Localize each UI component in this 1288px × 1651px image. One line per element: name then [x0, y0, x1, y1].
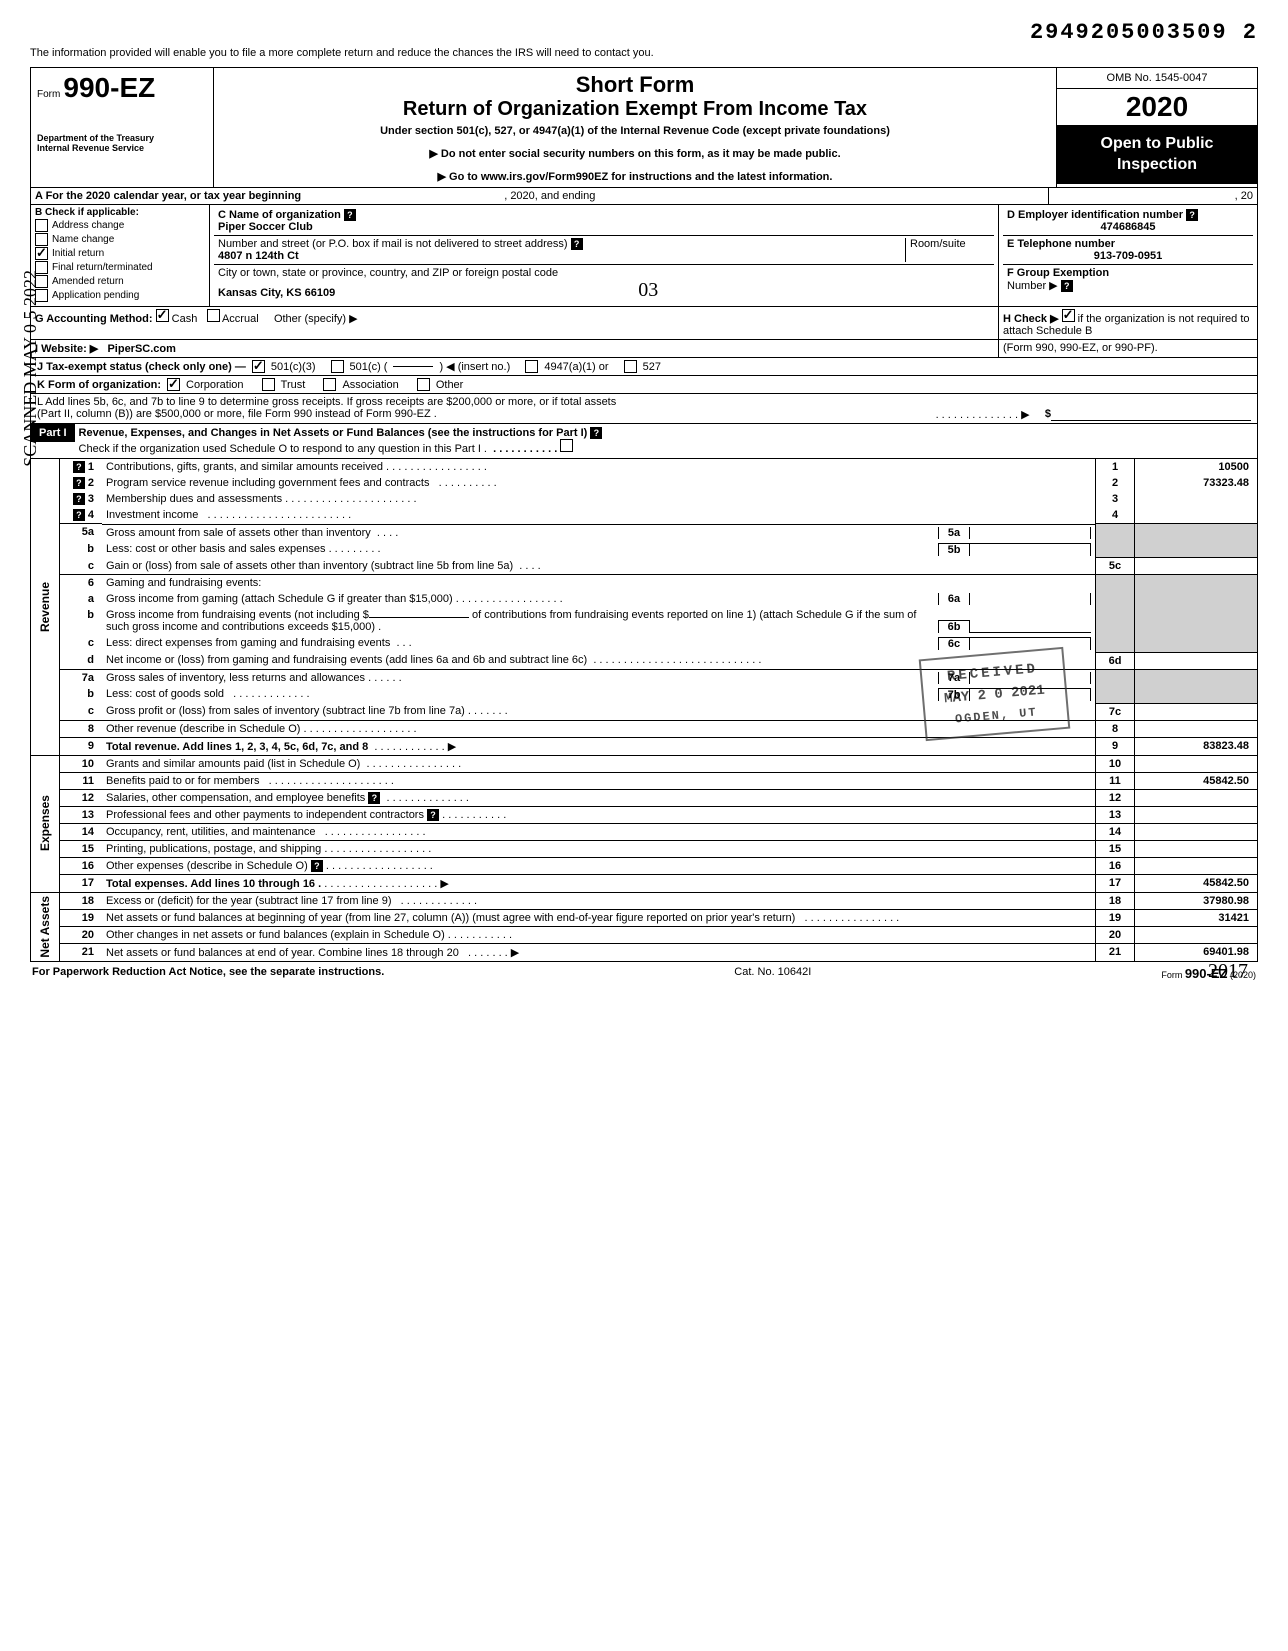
org-city: Kansas City, KS 66109 [218, 287, 335, 299]
help-icon[interactable]: ? [344, 209, 356, 221]
open-public-1: Open to Public [1061, 134, 1253, 155]
short-form-label: Short Form [222, 72, 1048, 98]
cb-amended[interactable] [35, 275, 48, 288]
tax-year: 20202020 [1057, 89, 1257, 126]
org-address: 4807 n 124th Ct [218, 250, 299, 262]
ein-label: D Employer identification number [1007, 209, 1183, 221]
b-label: B Check if applicable: [35, 207, 205, 218]
under-section: Under section 501(c), 527, or 4947(a)(1)… [222, 125, 1048, 137]
ssn-note: ▶ Do not enter social security numbers o… [222, 147, 1048, 160]
room-label: Room/suite [906, 238, 990, 262]
section-b: B Check if applicable: Address change Na… [31, 205, 210, 306]
cb-527[interactable] [624, 360, 637, 373]
cb-schedule-b[interactable] [1062, 309, 1075, 322]
tel-value: 913-709-0951 [1007, 250, 1249, 262]
help-icon[interactable]: ? [590, 427, 602, 439]
org-name: Piper Soccer Club [218, 221, 313, 233]
ein-value: 474686845 [1007, 221, 1249, 233]
line-k: K Form of organization: Corporation Trus… [31, 376, 1257, 394]
header-right-block: OMB No. 1545-0047 20202020 Open to Publi… [1057, 68, 1257, 187]
section-c: C Name of organization ? Piper Soccer Cl… [210, 205, 999, 306]
footer-left: For Paperwork Reduction Act Notice, see … [32, 966, 384, 981]
line-a: A For the 2020 calendar year, or tax yea… [31, 188, 1049, 204]
line-i: I Website: ▶ PiperSC.com [31, 340, 999, 357]
cb-501c3[interactable] [252, 360, 265, 373]
cb-final-return[interactable] [35, 261, 48, 274]
top-note: The information provided will enable you… [30, 47, 1258, 59]
open-public-2: Inspection [1061, 155, 1253, 176]
part-1-title: Revenue, Expenses, and Changes in Net As… [75, 424, 1257, 458]
line-j: J Tax-exempt status (check only one) — 5… [31, 358, 1257, 376]
line-h: H Check ▶ if the organization is not req… [999, 307, 1257, 339]
line-l: L Add lines 5b, 6c, and 7b to line 9 to … [31, 394, 1257, 424]
help-icon[interactable]: ? [1061, 280, 1073, 292]
cb-trust[interactable] [262, 378, 275, 391]
form-prefix: Form [37, 89, 60, 100]
cb-corp[interactable] [167, 378, 180, 391]
help-icon[interactable]: ? [571, 238, 583, 250]
help-icon[interactable]: ? [1186, 209, 1198, 221]
cb-other-org[interactable] [417, 378, 430, 391]
return-title: Return of Organization Exempt From Incom… [222, 98, 1048, 121]
handwritten-03: 03 [638, 279, 658, 301]
footer-cat: Cat. No. 10642I [734, 966, 811, 981]
form-title-block: Short Form Return of Organization Exempt… [214, 68, 1057, 187]
cb-assoc[interactable] [323, 378, 336, 391]
document-id: 29492050035​09 2 [30, 20, 1258, 45]
line-h-note: (Form 990, 990-EZ, or 990-PF). [999, 340, 1257, 357]
form-number: 990-EZ [63, 72, 155, 103]
section-d-e-f: D Employer identification number ? 47468… [999, 205, 1257, 306]
cb-schedule-o[interactable] [560, 439, 573, 452]
form-id-block: Form 990-EZ Department of the Treasury I… [31, 68, 214, 187]
line-g: G Accounting Method: Cash Accrual Other … [31, 307, 999, 339]
cb-cash[interactable] [156, 309, 169, 322]
omb-number: OMB No. 1545-0047 [1057, 68, 1257, 89]
url-note: ▶ Go to www.irs.gov/Form990EZ for instru… [222, 170, 1048, 183]
expenses-label: Expenses [38, 795, 52, 851]
c-name-label: C Name of organization [218, 209, 341, 221]
net-assets-label: Net Assets [38, 896, 52, 958]
line-a-end: , 20 [1049, 188, 1257, 204]
cb-initial-return[interactable] [35, 247, 48, 260]
city-label: City or town, state or province, country… [218, 267, 558, 279]
handwritten-year: 2017 [1208, 960, 1248, 983]
cb-address-change[interactable] [35, 219, 48, 232]
group-label: F Group Exemption [1007, 267, 1109, 279]
website-value: PiperSC.com [107, 343, 175, 355]
cb-4947[interactable] [525, 360, 538, 373]
addr-label: Number and street (or P.O. box if mail i… [218, 238, 568, 250]
group-number-label: Number ▶ [1007, 280, 1058, 292]
dept-irs: Internal Revenue Service [37, 144, 207, 154]
cb-accrual[interactable] [207, 309, 220, 322]
cb-app-pending[interactable] [35, 289, 48, 302]
cb-501c[interactable] [331, 360, 344, 373]
tel-label: E Telephone number [1007, 238, 1115, 250]
revenue-label: Revenue [38, 582, 52, 632]
